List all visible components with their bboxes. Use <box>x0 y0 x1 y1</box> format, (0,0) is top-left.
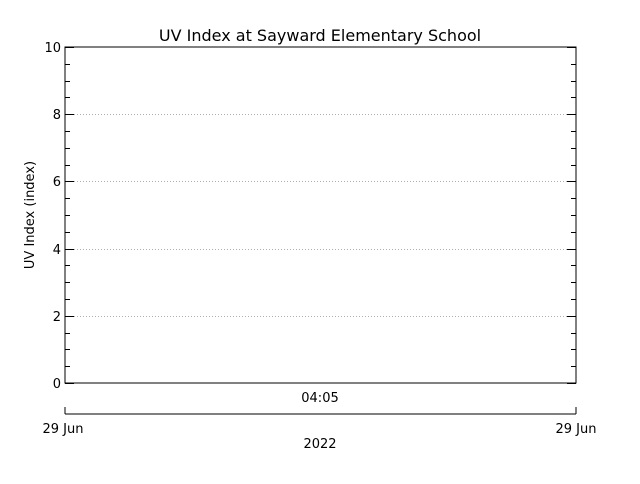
y-tick-label: 10 <box>44 41 61 56</box>
y-tick-label: 0 <box>53 377 61 392</box>
x-time-label: 04:05 <box>301 391 338 406</box>
y-tick-label: 8 <box>53 108 61 123</box>
x-end-date-label: 29 Jun <box>556 422 597 437</box>
x-year-label: 2022 <box>303 437 336 452</box>
x-start-date-label: 29 Jun <box>43 422 84 437</box>
y-tick-label: 4 <box>53 243 61 258</box>
y-axis-tick-labels: 0 2 4 6 8 10 <box>44 41 61 392</box>
plot-frame <box>64 46 577 384</box>
y-tick-label: 6 <box>53 175 61 190</box>
y-axis-label: UV Index (index) <box>23 161 38 269</box>
y-axis-ticks <box>65 47 576 384</box>
grid-lines <box>65 114 576 317</box>
y-tick-label: 2 <box>53 310 61 325</box>
chart-title: UV Index at Sayward Elementary School <box>159 26 481 45</box>
